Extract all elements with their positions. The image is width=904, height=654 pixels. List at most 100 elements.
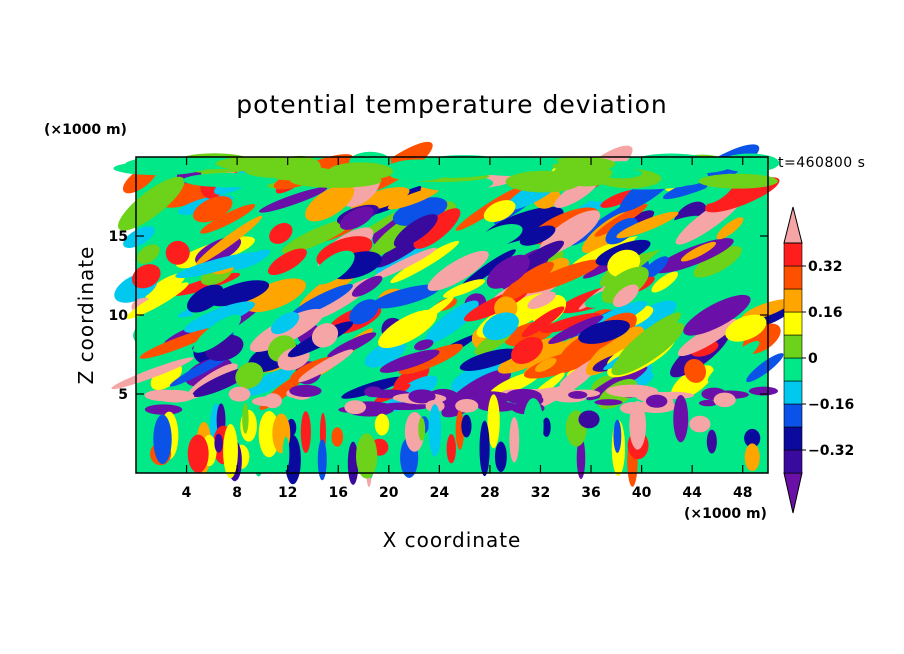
contour-patch [605,384,658,398]
contour-patch [689,415,711,433]
contour-patch [568,391,588,399]
contour-patch [246,368,293,396]
x-axis-label: X coordinate [383,528,522,552]
contour-patch [616,211,679,239]
contour-patch [289,384,322,397]
x-tick-label: 32 [531,485,550,501]
contour-patch [118,176,185,231]
contour-patch [126,282,189,319]
contour-patch [390,240,460,284]
contour-patch [374,413,390,436]
contour-patch [698,399,718,407]
colorbar-tick-label: 0.16 [808,305,843,321]
colorbar-segment [783,265,803,290]
contour-patch [459,249,516,290]
contour-patch [347,441,359,485]
contour-patch [629,400,647,450]
contour-patch [317,439,327,481]
contour-patch [223,424,238,479]
contour-patch [576,437,586,480]
contour-patch [300,411,311,454]
contour-patch [535,357,557,372]
x-unit-label: (×1000 m) [684,506,767,522]
contour-patch [486,254,530,289]
colorbar-segment [783,380,803,405]
x-tick-label: 20 [379,485,399,501]
contour-patch [364,340,406,368]
colorbar: 0.32 0.16 0 −0.16 −0.32 [783,206,854,514]
contour-patch [428,404,442,457]
contour-patch [479,420,490,477]
contour-patch [139,327,218,359]
contour-patch [519,225,556,246]
plot-area [111,141,791,487]
contour-patch [193,314,242,353]
colorbar-segment [783,449,803,474]
contour-patch [228,386,251,402]
contour-patch [196,215,263,265]
contour-patch [482,312,519,341]
contour-patch [618,312,682,361]
contour-patch [605,217,638,245]
contour-patch [466,391,512,404]
contour-patch [408,389,436,404]
contour-patch [594,399,623,406]
contour-patch [165,240,190,265]
contour-patch [339,206,374,230]
contour-patch [153,414,172,464]
contour-patch [311,323,339,348]
y-axis-label: Z coordinate [74,246,98,385]
contour-patch [706,429,717,454]
contour-patch [578,410,600,429]
contour-patch [133,323,158,345]
contour-patch [511,336,543,364]
contour-patch [487,394,500,449]
contour-patch [111,357,194,390]
contour-patch [522,398,544,454]
contour-patch [744,428,761,448]
contour-patch [411,296,454,328]
contour-patch [683,157,763,169]
contour-patch [414,339,434,351]
contour-patch [182,173,278,188]
y-tick-label: 15 [109,229,128,245]
contour-patch [748,386,779,396]
contour-patch [713,392,736,408]
colorbar-tick-label: −0.16 [808,397,854,413]
x-tick-label: 36 [581,485,600,501]
contour-patch [235,362,264,389]
contour-patch [393,214,438,248]
x-tick-label: 16 [328,485,347,501]
contour-patch [548,315,604,345]
contour-patch [251,396,282,407]
colorbar-segment [783,334,803,359]
y-tick-label: 10 [109,308,129,324]
contour-patch [680,241,717,262]
contour-patch [725,314,767,342]
x-tick-label: 40 [632,485,652,501]
contour-patch [370,247,437,281]
contour-patch [215,156,305,171]
contour-patch [707,340,760,383]
contour-patch [242,403,249,434]
y-unit-label: (×1000 m) [44,122,127,138]
contour-patch [144,389,185,402]
contour-patch [540,313,601,333]
colorbar-tick-label: 0 [808,351,818,367]
contour-patch [446,434,456,464]
contour-patch [611,322,685,376]
contour-patch [131,264,161,289]
contour-patch [331,427,344,447]
contour-patch [259,187,328,213]
contour-patch [601,266,649,304]
contour-patch [144,404,183,415]
contour-patch [628,300,677,331]
contour-patch [187,434,209,473]
x-tick-label: 12 [278,485,297,501]
contour-patch [500,261,555,302]
contour-patch [356,433,378,479]
contour-patch [613,419,622,453]
contour-patch [601,168,643,179]
contour-patch [427,250,489,291]
